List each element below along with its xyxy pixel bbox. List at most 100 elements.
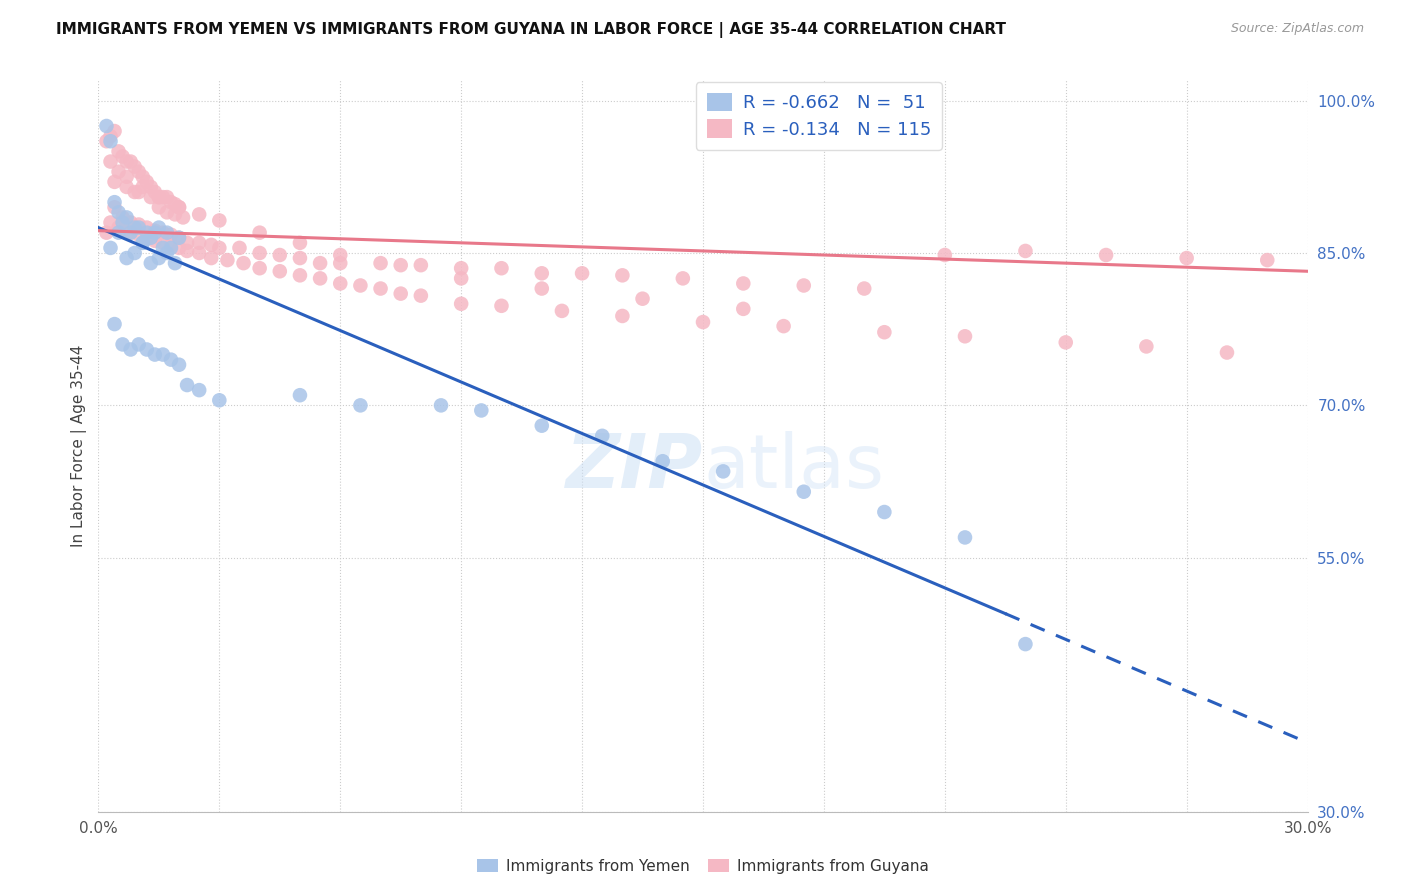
Point [651, 454, 673, 468]
Point [1014, 244, 1036, 258]
Point [249, 226, 271, 240]
Point [128, 220, 150, 235]
Point [349, 398, 371, 412]
Point [143, 226, 166, 240]
Point [107, 205, 129, 219]
Legend: Immigrants from Yemen, Immigrants from Guyana: Immigrants from Yemen, Immigrants from G… [471, 853, 935, 880]
Point [100, 129, 122, 144]
Point [591, 429, 613, 443]
Point [711, 464, 734, 478]
Point [450, 297, 472, 311]
Point [163, 197, 186, 211]
Point [450, 261, 472, 276]
Point [370, 281, 392, 295]
Point [269, 264, 291, 278]
Point [156, 226, 179, 240]
Point [530, 266, 553, 280]
Point [128, 227, 150, 242]
Point [551, 304, 574, 318]
Point [672, 271, 695, 285]
Point [329, 277, 352, 291]
Point [120, 226, 142, 240]
Point [232, 256, 254, 270]
Point [124, 160, 146, 174]
Point [103, 317, 125, 331]
Point [873, 505, 896, 519]
Point [409, 258, 432, 272]
Point [288, 235, 311, 250]
Point [160, 241, 183, 255]
Point [530, 281, 553, 295]
Point [107, 220, 129, 235]
Point [249, 246, 271, 260]
Point [389, 258, 412, 272]
Point [100, 241, 122, 255]
Point [160, 227, 183, 242]
Point [733, 301, 755, 316]
Point [124, 220, 146, 235]
Point [135, 231, 157, 245]
Point [156, 205, 179, 219]
Point [139, 180, 162, 194]
Point [111, 224, 134, 238]
Point [370, 256, 392, 270]
Point [167, 231, 190, 245]
Point [853, 281, 876, 295]
Point [329, 248, 352, 262]
Point [269, 248, 291, 262]
Point [120, 154, 142, 169]
Point [612, 268, 634, 283]
Point [530, 418, 553, 433]
Point [115, 180, 138, 194]
Point [188, 383, 211, 397]
Text: ZIP: ZIP [565, 432, 703, 505]
Point [1175, 251, 1198, 265]
Point [470, 403, 492, 417]
Point [631, 292, 654, 306]
Point [103, 200, 125, 214]
Point [793, 278, 815, 293]
Point [160, 238, 183, 252]
Point [1135, 339, 1157, 353]
Point [167, 358, 190, 372]
Point [167, 200, 190, 214]
Point [152, 190, 174, 204]
Point [120, 215, 142, 229]
Point [124, 185, 146, 199]
Point [176, 244, 198, 258]
Point [120, 343, 142, 357]
Point [953, 329, 976, 343]
Text: Source: ZipAtlas.com: Source: ZipAtlas.com [1230, 22, 1364, 36]
Point [132, 235, 155, 250]
Point [163, 207, 186, 221]
Point [152, 241, 174, 255]
Point [200, 251, 222, 265]
Point [200, 238, 222, 252]
Point [111, 149, 134, 163]
Point [430, 398, 453, 412]
Point [873, 325, 896, 339]
Point [176, 378, 198, 392]
Point [692, 315, 714, 329]
Point [115, 251, 138, 265]
Legend: R = -0.662   N =  51, R = -0.134   N = 115: R = -0.662 N = 51, R = -0.134 N = 115 [696, 82, 942, 150]
Point [491, 261, 513, 276]
Point [188, 235, 211, 250]
Point [288, 268, 311, 283]
Point [208, 241, 231, 255]
Point [143, 224, 166, 238]
Point [128, 218, 150, 232]
Point [217, 253, 239, 268]
Point [148, 190, 170, 204]
Point [156, 246, 179, 260]
Point [571, 266, 593, 280]
Point [132, 235, 155, 250]
Point [793, 484, 815, 499]
Point [208, 393, 231, 408]
Point [288, 388, 311, 402]
Point [135, 220, 157, 235]
Point [115, 154, 138, 169]
Point [111, 215, 134, 229]
Point [152, 235, 174, 250]
Point [1054, 335, 1077, 350]
